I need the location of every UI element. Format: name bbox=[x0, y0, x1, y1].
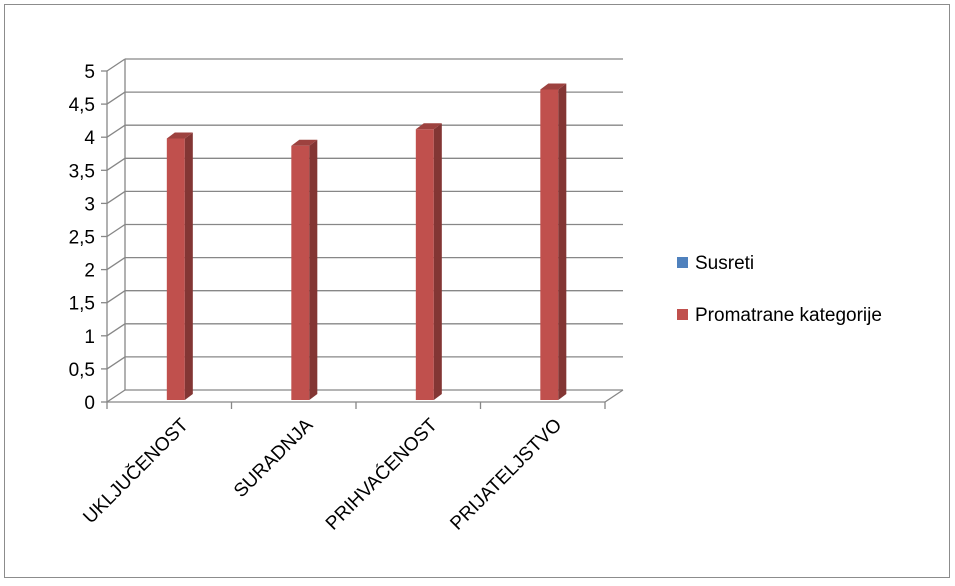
y-tick-label: 3 bbox=[84, 194, 95, 215]
gridline-depth bbox=[106, 389, 126, 403]
gridline-depth bbox=[106, 91, 126, 105]
bar bbox=[291, 139, 318, 400]
y-tick-label: 1 bbox=[84, 327, 95, 348]
y-tick-label: 0,5 bbox=[69, 360, 95, 381]
y-tick-label: 2,5 bbox=[69, 228, 95, 249]
bar bbox=[415, 123, 442, 401]
axes bbox=[101, 59, 624, 409]
legend: Susreti Promatrane kategorije bbox=[677, 253, 882, 326]
bar-chart: 0 0,5 1 1,5 2 2,5 3 3,5 4 4,5 5 UKLJUČENOST SURADNJ… bbox=[69, 58, 882, 535]
gridline-depth bbox=[106, 257, 126, 271]
y-tick-label: 3,5 bbox=[69, 161, 95, 182]
y-tick-label: 2 bbox=[84, 261, 95, 282]
legend-swatch bbox=[677, 257, 688, 268]
legend-item: Susreti bbox=[677, 253, 754, 274]
legend-swatch bbox=[677, 309, 688, 320]
gridline-depth bbox=[106, 323, 126, 337]
gridline-depth bbox=[106, 356, 126, 370]
legend-label: Susreti bbox=[695, 253, 754, 274]
y-tick-label: 5 bbox=[84, 62, 95, 83]
x-tick-label: PRIHVAĆENOST bbox=[321, 414, 442, 535]
y-tick-label: 4 bbox=[84, 128, 95, 149]
legend-item: Promatrane kategorije bbox=[677, 305, 882, 326]
gridline-depth bbox=[106, 290, 126, 304]
bars bbox=[166, 83, 567, 401]
y-tick-label: 4,5 bbox=[69, 95, 95, 116]
chart-frame: 0 0,5 1 1,5 2 2,5 3 3,5 4 4,5 5 UKLJUČENOST SURADNJ… bbox=[4, 4, 950, 578]
y-tick-label: 0 bbox=[84, 393, 95, 414]
y-tick-label: 1,5 bbox=[69, 294, 95, 315]
legend-label: Promatrane kategorije bbox=[695, 305, 882, 326]
x-tick-label: UKLJUČENOST bbox=[79, 414, 193, 528]
bar bbox=[166, 132, 193, 401]
x-tick-label: PRIJATELJSTVO bbox=[446, 415, 566, 535]
y-tick-labels: 0 0,5 1 1,5 2 2,5 3 3,5 4 4,5 5 bbox=[69, 62, 96, 414]
gridline-depth bbox=[106, 223, 126, 238]
bar bbox=[540, 83, 567, 400]
floor-edge bbox=[604, 389, 624, 403]
gridline-depth bbox=[106, 190, 126, 204]
x-tick-label: SURADNJA bbox=[230, 414, 317, 501]
gridline-depth bbox=[106, 58, 126, 72]
gridlines bbox=[106, 58, 623, 403]
gridline-depth bbox=[106, 157, 126, 171]
x-tick-labels: UKLJUČENOST SURADNJA PRIHVAĆENOST PRIJATELJ… bbox=[79, 414, 567, 535]
gridline-depth bbox=[106, 124, 126, 138]
